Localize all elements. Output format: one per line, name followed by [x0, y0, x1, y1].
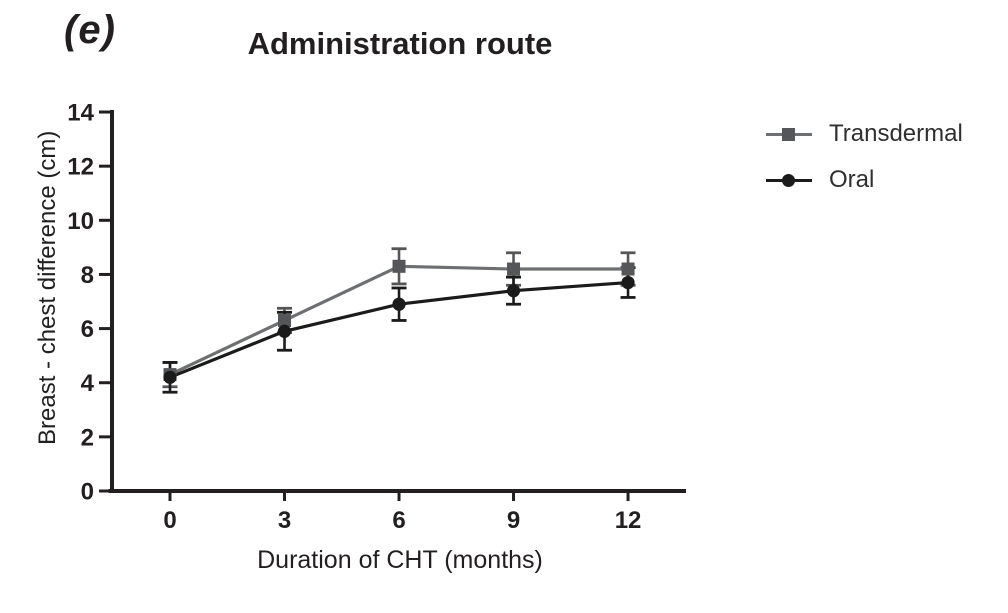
x-tick-label: 0: [163, 507, 176, 534]
y-tick-label: 12: [67, 154, 94, 181]
square-marker-icon: [621, 262, 635, 276]
circle-marker-icon: [163, 370, 177, 384]
legend-item-transdermal: Transdermal: [766, 120, 963, 147]
circle-marker-icon: [621, 275, 635, 290]
legend-label-oral: Oral: [829, 166, 875, 193]
transdermal-line-square-marker-icon: [766, 126, 812, 143]
y-tick-label: 6: [81, 316, 94, 343]
square-marker-icon: [278, 313, 292, 327]
x-tick-label: 6: [392, 507, 405, 534]
legend-item-oral: Oral: [766, 166, 963, 193]
square-marker-icon: [392, 259, 406, 273]
circle-marker-icon: [506, 284, 521, 298]
square-marker-icon: [507, 262, 521, 276]
square-marker-icon: [782, 127, 795, 141]
x-axis-label: Duration of CHT (months): [257, 546, 543, 574]
y-tick-label: 0: [81, 479, 94, 506]
legend: Transdermal Oral: [766, 120, 963, 213]
legend-label-transdermal: Transdermal: [829, 120, 963, 147]
y-tick-label: 2: [81, 424, 94, 451]
circle-marker-icon: [392, 297, 406, 311]
panel-label: (e): [64, 8, 116, 52]
y-tick-label: 8: [81, 262, 94, 289]
chart-title: Administration route: [247, 26, 553, 61]
y-tick-label: 10: [67, 208, 94, 235]
y-axis-label: Breast - chest difference (cm): [34, 130, 61, 445]
circle-marker-icon: [782, 173, 795, 187]
oral-line-circle-marker-icon: [766, 172, 812, 189]
x-tick-label: 12: [615, 507, 642, 534]
y-tick-label: 4: [81, 370, 95, 397]
circle-marker-icon: [277, 324, 292, 338]
x-tick-label: 3: [278, 507, 291, 534]
y-tick-label: 14: [67, 100, 94, 127]
x-tick-label: 9: [507, 507, 520, 534]
